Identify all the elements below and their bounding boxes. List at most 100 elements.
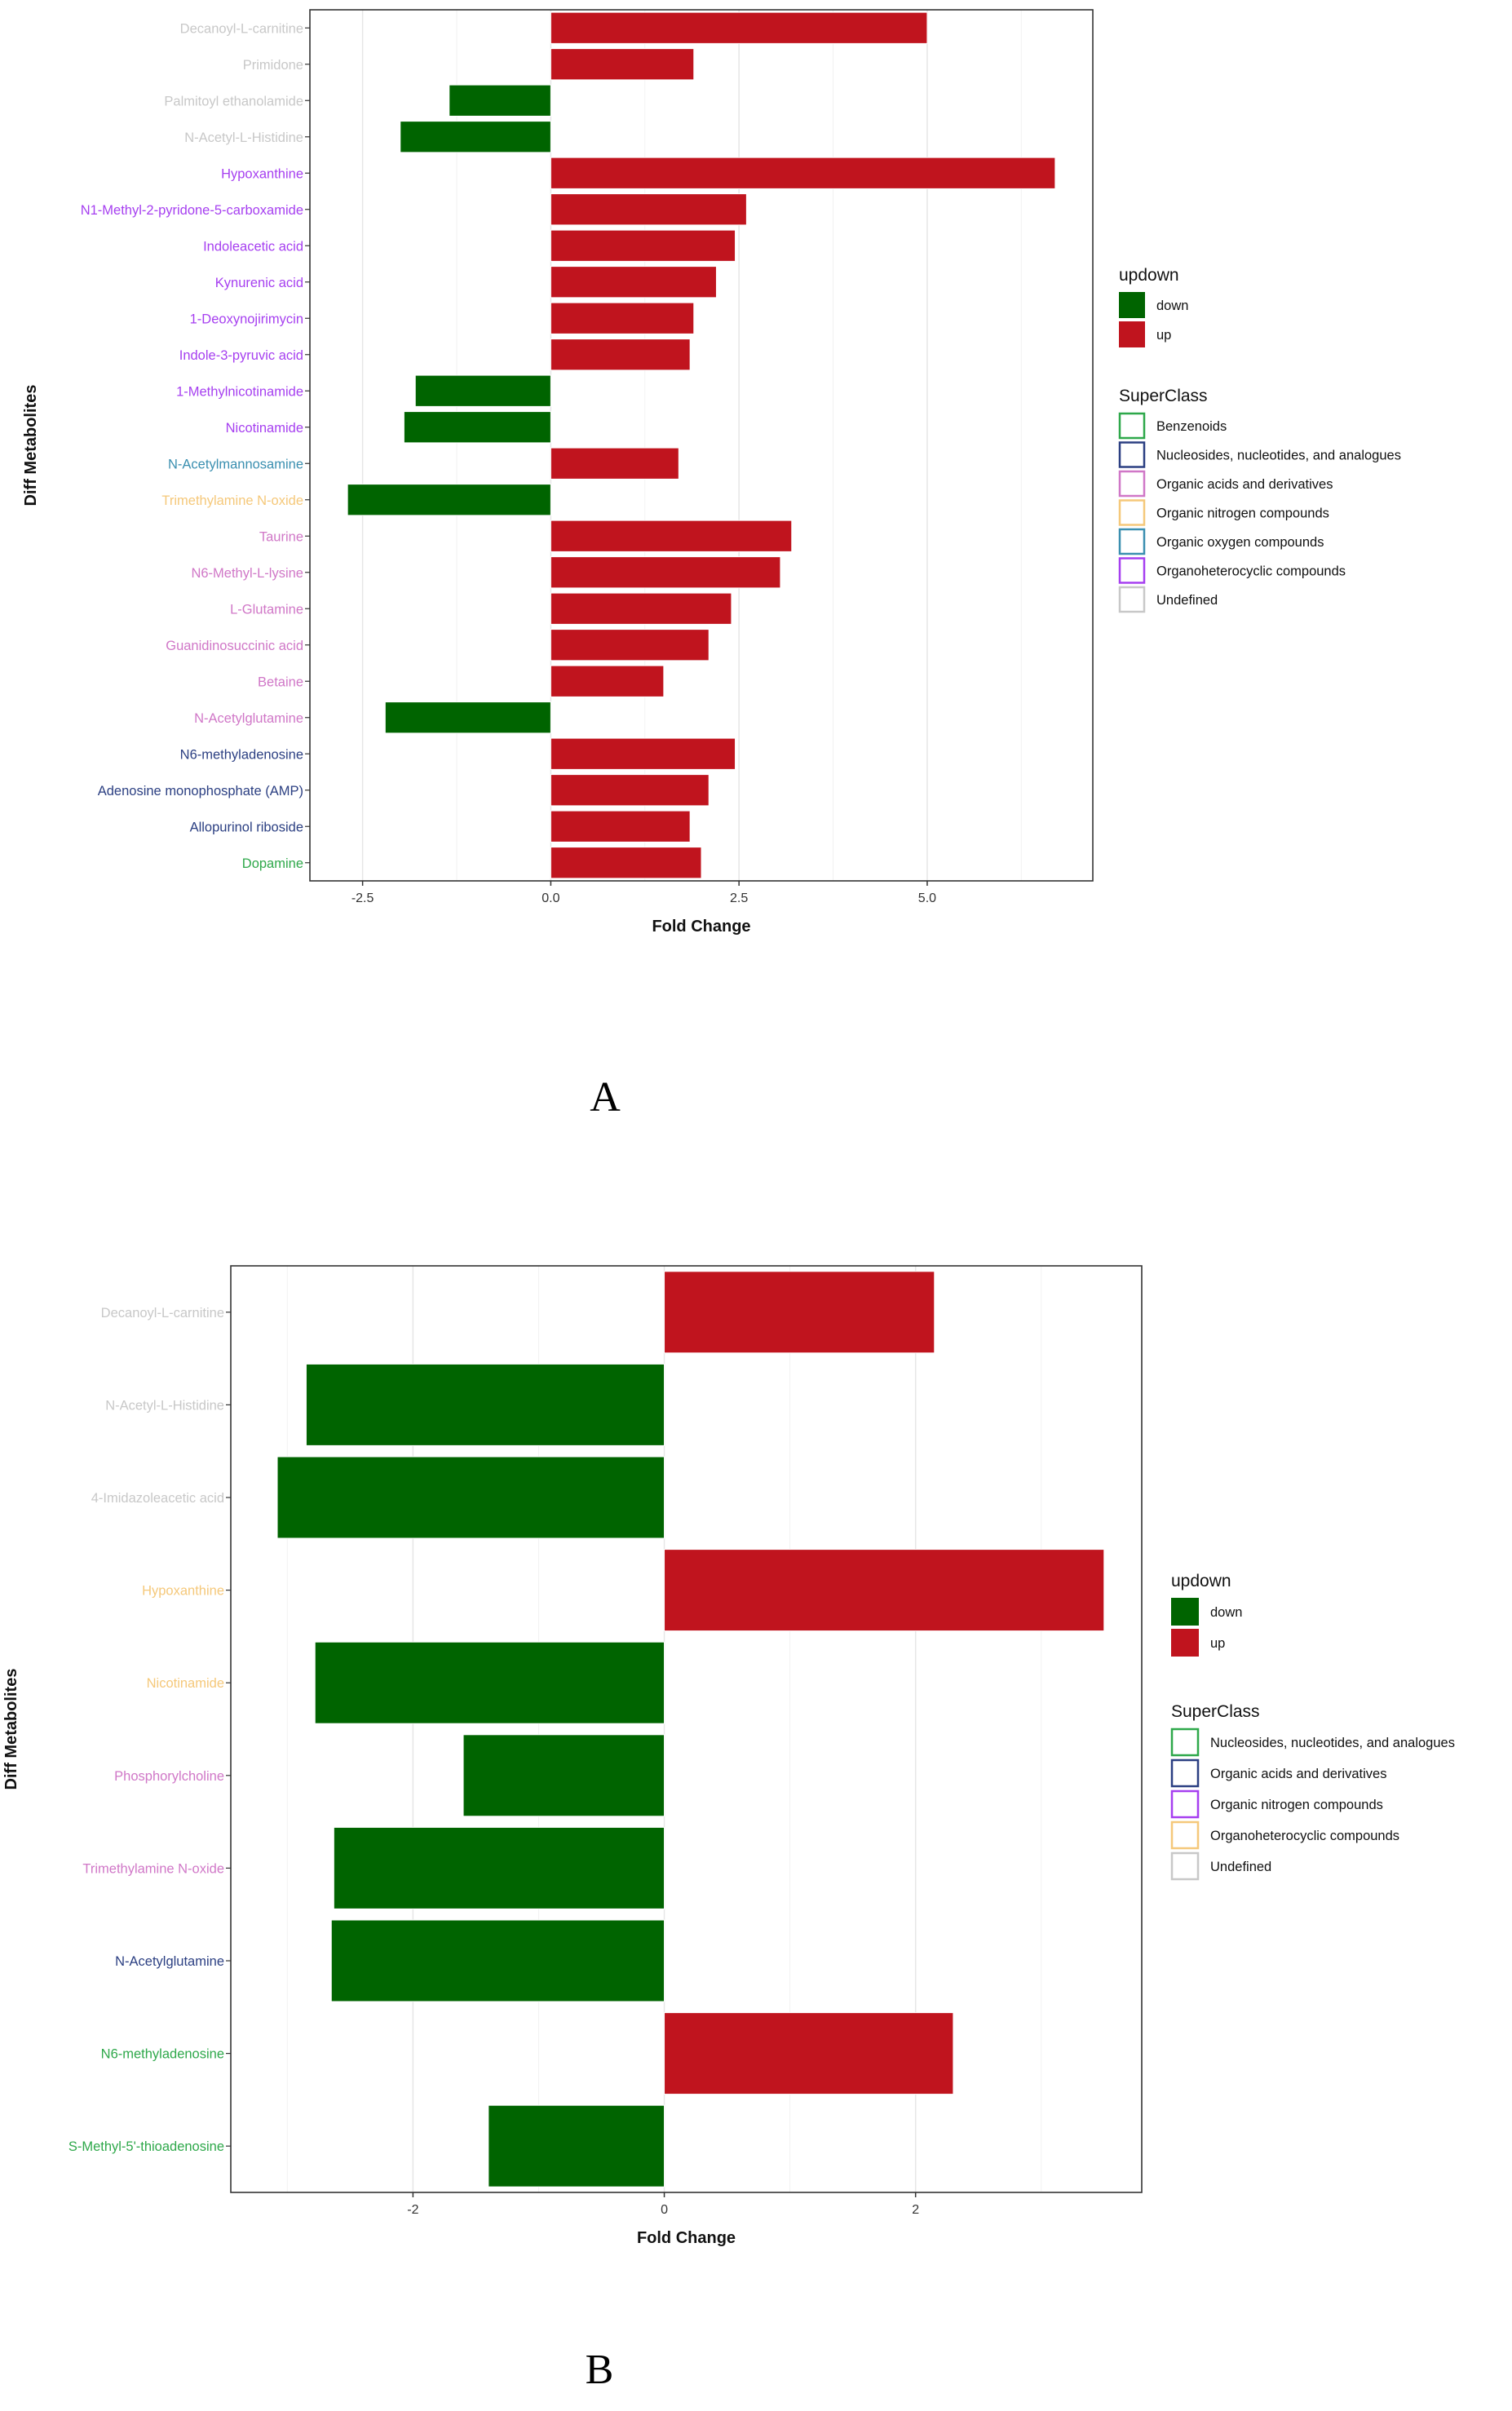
bar-a-20 bbox=[384, 701, 551, 734]
bar-b-8 bbox=[330, 1919, 665, 2002]
legend-swatch-superclass bbox=[1118, 557, 1146, 584]
legend-label-down: down bbox=[1156, 299, 1188, 313]
category-label: N6-Methyl-L-lysine bbox=[191, 566, 303, 581]
bar-a-8 bbox=[550, 266, 717, 299]
panel-label-b: B bbox=[586, 2347, 614, 2393]
x-tick-label: -2 bbox=[407, 2203, 418, 2217]
category-label: Dopamine bbox=[242, 856, 303, 871]
x-tick-label: 0.0 bbox=[542, 891, 559, 905]
x-tick-label: -2.5 bbox=[351, 891, 374, 905]
legend-swatch-up bbox=[1119, 321, 1145, 347]
category-label: Decanoyl-L-carnitine bbox=[101, 1306, 224, 1321]
y-axis-title: Diff Metabolites bbox=[2, 1669, 20, 1790]
legend-label-superclass: Organic acids and derivatives bbox=[1156, 477, 1333, 492]
category-label: Allopurinol riboside bbox=[190, 820, 303, 834]
legend-swatch-superclass bbox=[1170, 1820, 1200, 1850]
bar-a-15 bbox=[550, 520, 793, 552]
legend-superclass-title: SuperClass bbox=[1171, 1702, 1260, 1721]
bar-a-13 bbox=[550, 447, 679, 480]
bar-a-3 bbox=[449, 84, 551, 117]
bar-a-9 bbox=[550, 302, 695, 334]
x-axis-title: Fold Change bbox=[652, 918, 750, 936]
bar-a-22 bbox=[550, 774, 710, 807]
legend-label-superclass: Organic nitrogen compounds bbox=[1210, 1798, 1383, 1812]
panel-label-a: A bbox=[590, 1074, 621, 1121]
x-tick-label: 2 bbox=[912, 2203, 919, 2217]
legend-label-superclass: Nucleosides, nucleotides, and analogues bbox=[1156, 449, 1401, 463]
category-label: N6-methyladenosine bbox=[101, 2047, 224, 2062]
bar-b-7 bbox=[333, 1826, 665, 1909]
category-label: N-Acetyl-L-Histidine bbox=[105, 1398, 224, 1413]
bar-b-1 bbox=[664, 1271, 935, 1354]
legend-label-superclass: Organoheterocyclic compounds bbox=[1210, 1829, 1399, 1843]
category-label: Indoleacetic acid bbox=[203, 239, 303, 254]
bar-a-10 bbox=[550, 338, 691, 371]
legend-swatch-superclass bbox=[1118, 586, 1146, 613]
category-label: 1-Methylnicotinamide bbox=[176, 384, 303, 399]
category-label: Adenosine monophosphate (AMP) bbox=[98, 784, 303, 799]
legend-swatch-up bbox=[1171, 1629, 1199, 1657]
category-label: Kynurenic acid bbox=[215, 276, 303, 290]
bar-a-4 bbox=[400, 121, 551, 153]
bar-a-2 bbox=[550, 48, 695, 81]
category-label: N1-Methyl-2-pyridone-5-carboxamide bbox=[81, 203, 303, 218]
x-tick-label: 2.5 bbox=[730, 891, 748, 905]
bar-a-1 bbox=[550, 11, 928, 44]
category-label: Indole-3-pyruvic acid bbox=[179, 348, 303, 363]
legend-swatch-down bbox=[1171, 1598, 1199, 1626]
legend-label-superclass: Organoheterocyclic compounds bbox=[1156, 564, 1346, 579]
category-label: S-Methyl-5'-thioadenosine bbox=[69, 2139, 224, 2154]
category-label: N-Acetylglutamine bbox=[194, 711, 303, 726]
category-label: 4-Imidazoleacetic acid bbox=[91, 1491, 224, 1506]
bar-a-21 bbox=[550, 737, 736, 770]
y-axis-title: Diff Metabolites bbox=[22, 385, 40, 507]
bar-b-4 bbox=[664, 1549, 1105, 1632]
legend-swatch-superclass bbox=[1170, 1789, 1200, 1819]
legend-label-superclass: Undefined bbox=[1210, 1860, 1271, 1874]
bar-b-9 bbox=[664, 2012, 954, 2095]
bar-b-2 bbox=[305, 1363, 665, 1446]
legend-swatch-superclass bbox=[1118, 441, 1146, 468]
category-label: Phosphorylcholine bbox=[114, 1769, 224, 1784]
bar-a-17 bbox=[550, 592, 732, 625]
bar-b-5 bbox=[314, 1641, 665, 1724]
legend-swatch-superclass bbox=[1118, 470, 1146, 498]
category-label: Betaine bbox=[258, 675, 303, 689]
bar-b-3 bbox=[276, 1456, 665, 1539]
category-label: Taurine bbox=[259, 529, 303, 544]
legend-swatch-down bbox=[1119, 292, 1145, 318]
category-label: L-Glutamine bbox=[230, 602, 303, 617]
plot-background bbox=[310, 10, 1093, 881]
legend-label-up: up bbox=[1156, 328, 1171, 343]
bar-a-5 bbox=[550, 157, 1056, 189]
category-label: N-Acetylglutamine bbox=[115, 1954, 224, 1969]
x-axis-title: Fold Change bbox=[637, 2229, 736, 2247]
category-label: Palmitoyl ethanolamide bbox=[164, 94, 303, 108]
legend-label-up: up bbox=[1210, 1636, 1225, 1651]
bar-a-6 bbox=[550, 193, 747, 226]
bar-a-12 bbox=[403, 411, 551, 444]
category-label: Guanidinosuccinic acid bbox=[166, 639, 303, 653]
x-tick-label: 5.0 bbox=[918, 891, 936, 905]
category-label: 1-Deoxynojirimycin bbox=[190, 312, 303, 326]
legend-superclass-title: SuperClass bbox=[1119, 387, 1208, 405]
legend-label-superclass: Nucleosides, nucleotides, and analogues bbox=[1210, 1736, 1455, 1750]
legend-label-superclass: Undefined bbox=[1156, 593, 1218, 608]
legend-updown-title: updown bbox=[1119, 266, 1179, 285]
legend-label-superclass: Benzenoids bbox=[1156, 419, 1227, 434]
bar-a-18 bbox=[550, 629, 710, 661]
category-label: Hypoxanthine bbox=[142, 1584, 224, 1599]
category-label: Nicotinamide bbox=[147, 1676, 224, 1691]
legend-swatch-superclass bbox=[1170, 1851, 1200, 1881]
category-label: Trimethylamine N-oxide bbox=[161, 493, 303, 508]
legend-label-down: down bbox=[1210, 1605, 1242, 1620]
legend-updown-title: updown bbox=[1171, 1572, 1231, 1590]
category-label: Nicotinamide bbox=[226, 421, 303, 436]
bar-a-14 bbox=[347, 484, 551, 516]
plot-border bbox=[230, 1265, 1143, 2193]
legend-swatch-superclass bbox=[1170, 1758, 1200, 1788]
legend-label-superclass: Organic oxygen compounds bbox=[1156, 535, 1324, 550]
legend-label-superclass: Organic acids and derivatives bbox=[1210, 1767, 1386, 1781]
category-label: Decanoyl-L-carnitine bbox=[180, 21, 303, 36]
